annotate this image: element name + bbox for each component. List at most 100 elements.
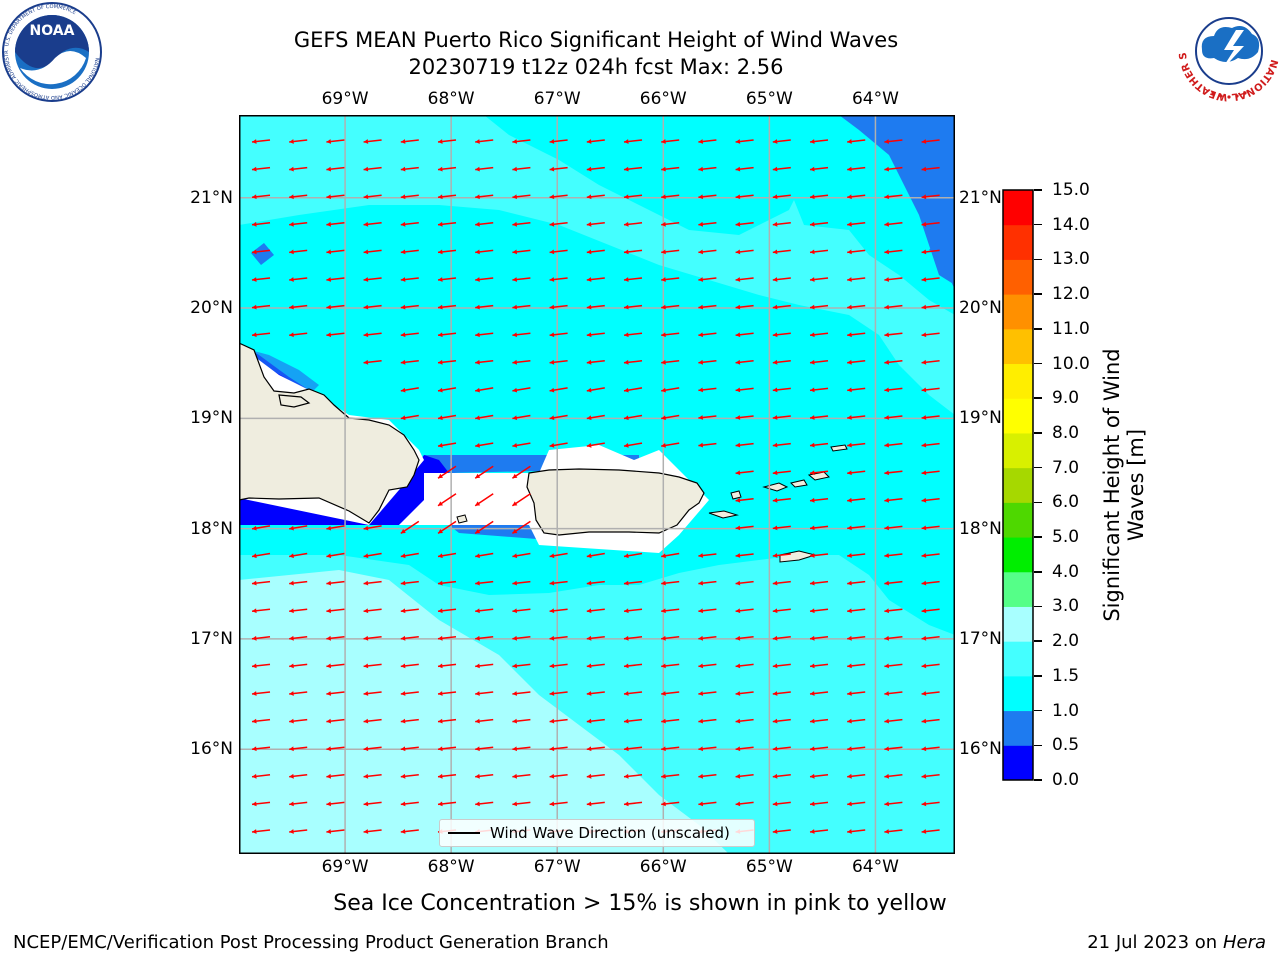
footer-machine: Hera [1222,932,1266,953]
wind-wave-arrow [586,414,605,421]
wind-wave-arrow [772,442,791,448]
land-puerto-rico [526,468,705,536]
wind-wave-arrow [921,773,940,779]
coordinate-label: 18°N [190,518,233,539]
wind-wave-arrow [884,194,903,200]
wind-wave-arrow [921,277,940,282]
wind-wave-arrow [921,663,940,669]
wind-wave-arrow [847,139,866,144]
wind-wave-arrow [289,166,308,172]
wind-wave-arrow [698,139,717,144]
wind-wave-arrow [400,746,419,752]
wind-wave-arrow [586,249,605,255]
wind-wave-arrow [475,277,494,282]
wind-wave-arrow [772,608,791,614]
colorbar-segment [1003,675,1033,712]
wind-wave-arrow [921,525,940,531]
land-culebra [730,490,742,500]
colorbar-tick-label: 14.0 [1052,214,1090,235]
wind-wave-arrow [809,387,829,393]
wind-wave-arrow [363,332,382,338]
wind-wave-arrow [475,635,494,641]
wind-wave-arrow [847,249,866,255]
wind-wave-arrow [772,415,791,420]
wind-wave-arrow [809,470,829,476]
wind-wave-arrow [437,277,457,282]
wind-wave-arrow [512,166,531,172]
wind-wave-arrow [623,359,643,365]
wind-wave-arrow [289,525,308,531]
wind-wave-arrow [586,194,605,200]
wind-wave-arrow [512,552,531,559]
wind-wave-arrow [586,552,605,559]
wind-wave-arrow [511,493,531,507]
colorbar-segment [1003,398,1033,434]
wind-wave-arrow [735,415,754,420]
wind-wave-arrow [772,304,791,310]
wind-wave-arrow [512,194,531,200]
wind-wave-arrow [586,580,605,586]
colorbar-tick-label: 1.0 [1052,700,1080,721]
wind-wave-arrow [809,194,829,200]
wind-wave-arrow [475,442,494,448]
wind-wave-arrow [884,304,903,310]
wind-wave-arrow [847,221,866,227]
colorbar-segment [1003,432,1033,469]
wind-wave-arrow [809,773,829,779]
wind-wave-arrow [698,332,717,338]
wind-wave-arrow [772,332,791,338]
wind-wave-arrow [623,414,643,421]
wind-wave-arrow [809,166,829,172]
wind-wave-arrow [884,359,903,365]
wind-wave-arrow [884,415,903,420]
colorbar-tick-mark [1034,640,1042,642]
wind-wave-arrow [437,801,457,807]
wind-wave-arrow [437,746,457,752]
wind-wave-arrow [511,520,531,535]
wind-wave-arrow [921,746,940,752]
colorbar-tick-label: 8.0 [1052,422,1080,443]
wind-wave-arrow [363,194,382,200]
wind-wave-arrow [847,580,866,586]
colorbar-tick-label: 5.0 [1052,527,1080,548]
coordinate-label: 19°N [190,408,233,429]
colorbar-segment [1003,606,1033,642]
noaa-logo-icon: NOAA NATIONAL OCEANIC AND ATMOSPHERIC AD… [0,0,102,102]
wind-wave-arrow [586,277,605,282]
colorbar-segment [1003,502,1033,538]
wind-wave-arrow [884,608,903,614]
wind-wave-arrow [437,773,457,779]
colorbar-segment [1003,745,1033,781]
wind-wave-arrow [921,304,940,310]
wind-wave-arrow [512,608,531,614]
wind-wave-arrow [661,304,680,310]
map-grid [239,115,955,854]
wind-wave-arrow [289,635,308,641]
wind-wave-arrow [772,277,791,282]
wind-wave-arrow [512,304,531,310]
wind-wave-arrow [623,166,643,172]
wind-wave-arrow [698,194,717,200]
wind-wave-arrow [921,332,940,338]
colorbar-tick-label: 15.0 [1052,180,1090,200]
wind-wave-arrow [847,442,866,448]
wind-wave-arrow [289,801,308,807]
wind-wave-arrow [735,691,754,696]
wind-wave-arrow [437,635,457,641]
wind-wave-arrow [623,387,643,393]
wind-wave-arrow [363,580,382,586]
wind-wave-arrow [847,746,866,752]
wind-wave-arrow [698,359,717,365]
wind-wave-arrow [326,691,345,696]
wind-wave-arrow [549,359,568,365]
wind-wave-arrow [474,493,494,507]
wind-wave-arrow [735,221,754,227]
wind-wave-arrow [847,608,866,614]
colorbar-tick-mark [1034,397,1042,399]
land-anegada [830,444,848,452]
colorbar-segment [1003,710,1033,746]
wind-wave-arrow [586,801,605,807]
wind-wave-arrow [512,442,531,448]
wind-wave-arrow [474,520,494,535]
wind-wave-arrow [289,304,308,310]
